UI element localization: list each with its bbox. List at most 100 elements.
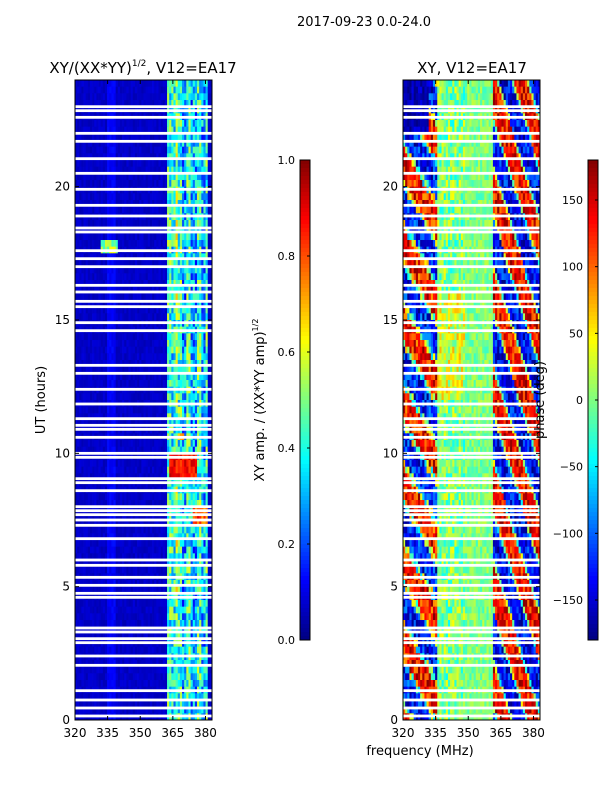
heatmap-cell bbox=[141, 313, 144, 321]
heatmap-cell bbox=[177, 406, 181, 414]
heatmap-cell bbox=[190, 80, 194, 88]
heatmap-cell bbox=[147, 120, 151, 128]
heatmap-cell bbox=[182, 353, 185, 361]
heatmap-cell bbox=[141, 353, 144, 361]
heatmap-cell bbox=[111, 120, 114, 128]
heatmap-cell bbox=[207, 420, 211, 428]
heatmap-cell bbox=[100, 300, 104, 308]
heatmap-cell bbox=[156, 86, 159, 94]
heatmap-cell bbox=[81, 226, 84, 234]
heatmap-cell bbox=[94, 173, 97, 181]
heatmap-cell bbox=[179, 180, 183, 188]
amplitude-heatmap bbox=[75, 80, 213, 721]
heatmap-cell bbox=[115, 146, 119, 154]
heatmap-cell bbox=[119, 466, 123, 474]
heatmap-cell bbox=[87, 160, 91, 168]
heatmap-cell bbox=[94, 580, 97, 588]
heatmap-cell bbox=[104, 260, 108, 268]
heatmap-cell bbox=[160, 413, 164, 421]
heatmap-cell bbox=[117, 520, 121, 528]
heatmap-cell bbox=[201, 293, 204, 301]
heatmap-cell bbox=[194, 86, 198, 94]
heatmap-cell bbox=[194, 513, 198, 521]
heatmap-cell bbox=[184, 413, 187, 421]
heatmap-cell bbox=[194, 406, 198, 414]
heatmap-cell bbox=[104, 546, 108, 554]
heatmap-cell bbox=[197, 380, 200, 388]
heatmap-cell bbox=[130, 446, 134, 454]
heatmap-cell bbox=[173, 293, 176, 301]
heatmap-cell bbox=[79, 300, 82, 308]
heatmap-cell bbox=[197, 173, 200, 181]
heatmap-cell bbox=[141, 460, 144, 468]
heatmap-cell bbox=[162, 340, 166, 348]
heatmap-cell bbox=[179, 526, 183, 534]
heatmap-cell bbox=[179, 120, 183, 128]
heatmap-cell bbox=[209, 333, 213, 341]
heatmap-cell bbox=[182, 520, 185, 528]
heatmap-cell bbox=[102, 240, 106, 248]
heatmap-cell bbox=[179, 533, 183, 541]
heatmap-cell bbox=[194, 100, 198, 108]
heatmap-cell bbox=[175, 193, 179, 201]
heatmap-cell bbox=[85, 300, 89, 308]
heatmap-cell bbox=[115, 293, 119, 301]
heatmap-cell bbox=[179, 86, 183, 94]
heatmap-cell bbox=[186, 546, 189, 554]
heatmap-cell bbox=[177, 473, 181, 481]
heatmap-cell bbox=[173, 253, 176, 261]
heatmap-cell bbox=[137, 266, 140, 274]
heatmap-cell bbox=[128, 286, 132, 294]
heatmap-cell bbox=[156, 313, 159, 321]
heatmap-cell bbox=[199, 220, 202, 228]
heatmap-cell bbox=[124, 500, 127, 508]
heatmap-cell bbox=[175, 440, 179, 448]
heatmap-cell bbox=[158, 380, 161, 388]
heatmap-cell bbox=[141, 393, 144, 401]
heatmap-cell bbox=[190, 173, 194, 181]
heatmap-cell bbox=[197, 300, 200, 308]
heatmap-cell bbox=[92, 526, 95, 534]
heatmap-cell bbox=[145, 86, 149, 94]
heatmap-cell bbox=[197, 233, 200, 241]
heatmap-cell bbox=[156, 160, 159, 168]
heatmap-cell bbox=[126, 313, 129, 321]
heatmap-cell bbox=[184, 446, 187, 454]
heatmap-cell bbox=[190, 346, 194, 354]
heatmap-cell bbox=[117, 553, 121, 561]
heatmap-cell bbox=[130, 440, 134, 448]
heatmap-cell bbox=[98, 120, 102, 128]
heatmap-cell bbox=[197, 313, 200, 321]
heatmap-cell bbox=[194, 446, 198, 454]
heatmap-cell bbox=[184, 220, 187, 228]
heatmap-cell bbox=[122, 533, 125, 541]
heatmap-cell bbox=[130, 520, 134, 528]
heatmap-cell bbox=[111, 233, 114, 241]
heatmap-cell bbox=[152, 553, 155, 561]
heatmap-cell bbox=[94, 126, 97, 134]
heatmap-cell bbox=[119, 206, 123, 214]
heatmap-cell bbox=[201, 226, 204, 234]
heatmap-cell bbox=[201, 86, 204, 94]
heatmap-cell bbox=[186, 333, 189, 341]
heatmap-cell bbox=[162, 253, 166, 261]
heatmap-cell bbox=[152, 266, 155, 274]
heatmap-cell bbox=[81, 420, 84, 428]
heatmap-cell bbox=[119, 586, 123, 594]
heatmap-cell bbox=[83, 166, 87, 174]
heatmap-cell bbox=[175, 173, 179, 181]
heatmap-cell bbox=[75, 153, 78, 161]
heatmap-cell bbox=[145, 346, 149, 354]
heatmap-cell bbox=[156, 466, 159, 474]
heatmap-cell bbox=[94, 206, 97, 214]
heatmap-cell bbox=[92, 373, 95, 381]
heatmap-cell bbox=[173, 353, 176, 361]
heatmap-cell bbox=[192, 333, 196, 341]
heatmap-cell bbox=[169, 233, 172, 241]
heatmap-cell bbox=[134, 306, 138, 314]
heatmap-cell bbox=[169, 280, 172, 288]
heatmap-cell bbox=[87, 540, 91, 548]
heatmap-cell bbox=[199, 520, 202, 528]
heatmap-cell bbox=[190, 366, 194, 374]
heatmap-cell bbox=[167, 420, 170, 428]
